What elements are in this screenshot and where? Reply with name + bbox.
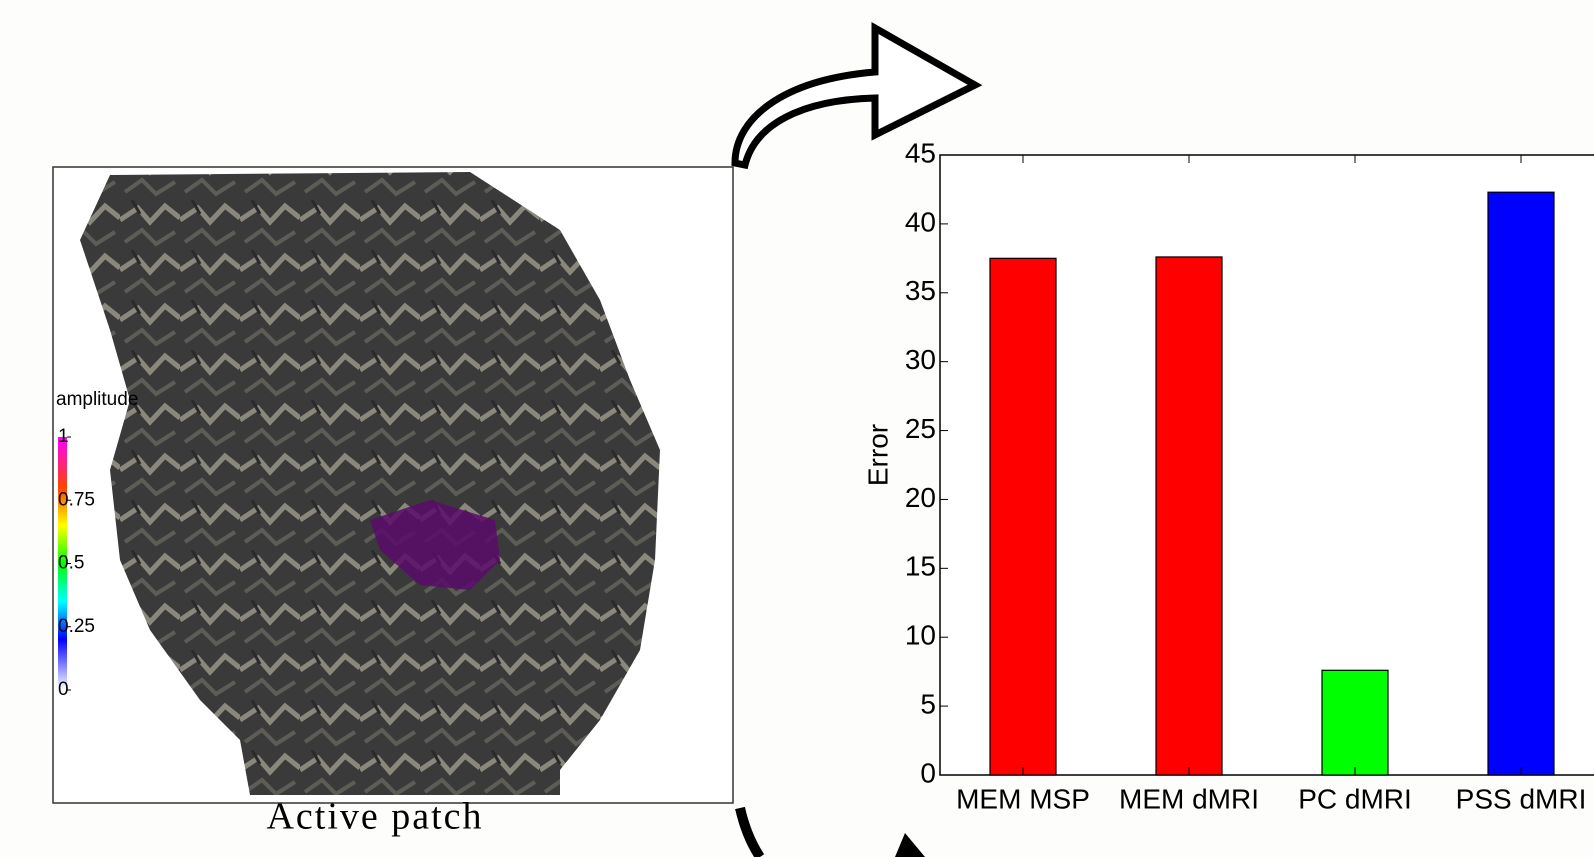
y-tick-label: 30	[905, 344, 936, 375]
bar	[989, 257, 1057, 776]
y-axis-label: Error	[862, 424, 893, 486]
y-tick-label: 40	[905, 206, 936, 237]
caption: Active patch	[266, 796, 483, 838]
y-tick-label: 35	[905, 275, 936, 306]
y-tick-label: 10	[905, 620, 936, 651]
y-tick-label: 0	[920, 757, 936, 788]
y-tick-label: 45	[905, 137, 936, 168]
y-tick-label: 15	[905, 551, 936, 582]
x-tick-label: PC dMRI	[1298, 783, 1412, 814]
colorbar	[58, 437, 67, 690]
bar	[1321, 669, 1389, 776]
active-patch	[370, 500, 500, 590]
x-tick-label: PSS dMRI	[1456, 783, 1587, 814]
bar	[1487, 191, 1555, 776]
y-tick-label: 5	[920, 689, 936, 720]
colorbar-tick-label: 0.75	[58, 489, 95, 510]
colorbar-tick-label: 0.5	[58, 553, 84, 574]
colorbar-tick-label: 0	[58, 679, 69, 700]
bar	[1155, 256, 1223, 776]
y-tick-label: 20	[905, 482, 936, 513]
arrow-top	[731, 21, 983, 170]
x-tick-label: MEM dMRI	[1119, 783, 1259, 814]
colorbar-tick-label: 1	[58, 426, 69, 447]
arrow-bottom-head	[895, 833, 925, 857]
colorbar-tick-label: 0.25	[58, 616, 95, 637]
y-tick-label: 25	[905, 413, 936, 444]
arrow-bottom	[735, 806, 765, 857]
brain-surface	[80, 172, 660, 795]
x-tick-label: MEM MSP	[956, 783, 1090, 814]
colorbar-title: amplitude	[56, 389, 138, 410]
